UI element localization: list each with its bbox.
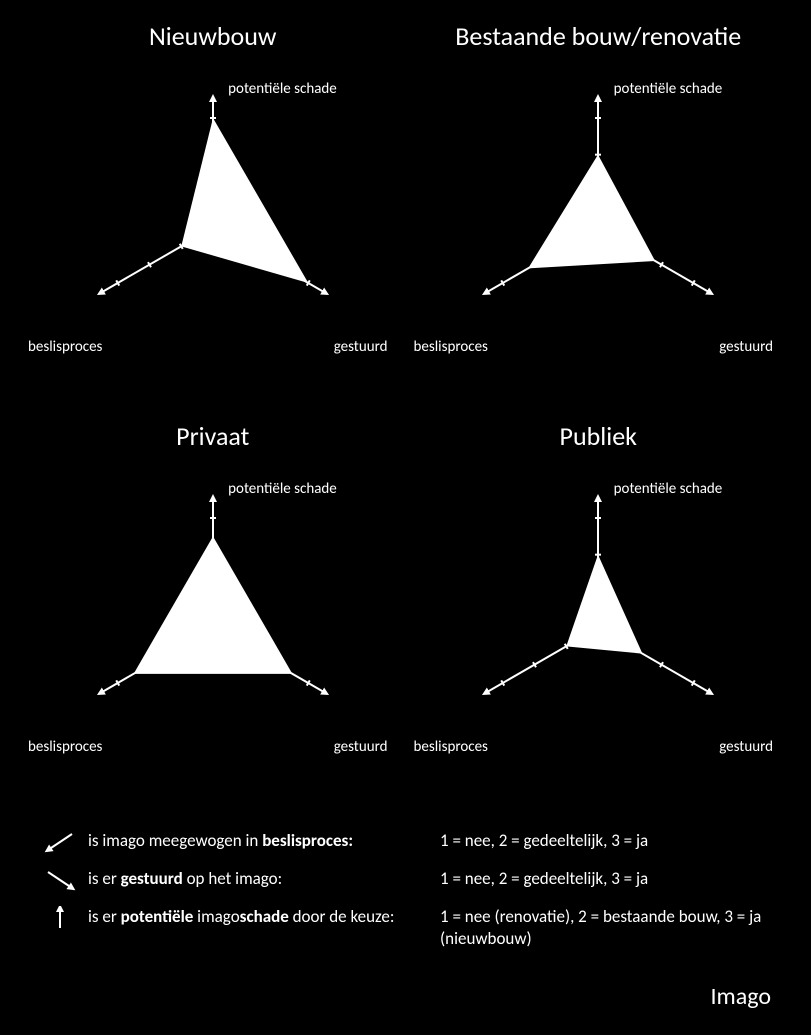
axis-label-left: beslisproces bbox=[28, 738, 102, 756]
axis-label-right: gestuurd bbox=[719, 738, 773, 756]
axis-tick bbox=[116, 680, 119, 685]
chart-wrap: potentiële schade beslisproces gestuurd bbox=[406, 458, 792, 798]
panel-title: Bestaande bouw/renovatie bbox=[406, 20, 792, 52]
panel-title: Publiek bbox=[406, 420, 792, 452]
axis-label-right: gestuurd bbox=[334, 338, 388, 356]
axis-label-right: gestuurd bbox=[334, 738, 388, 756]
legend-row: is er gestuurd op het imago:1 = nee, 2 =… bbox=[40, 868, 771, 892]
axis-label-right: gestuurd bbox=[719, 338, 773, 356]
chart-wrap: potentiële schade beslisproces gestuurd bbox=[20, 58, 406, 398]
axis-label-top: potentiële schade bbox=[614, 480, 723, 498]
legend-scale: 1 = nee, 2 = gedeeltelijk, 3 = ja bbox=[420, 830, 771, 852]
legend-arrow-icon bbox=[40, 868, 80, 892]
axis-tick bbox=[307, 680, 310, 685]
legend-row: is imago meegewogen in beslisproces:1 = … bbox=[40, 830, 771, 854]
axis-label-left: beslisproces bbox=[28, 338, 102, 356]
footer-title: Imago bbox=[710, 982, 771, 1011]
axis-tick bbox=[692, 680, 695, 685]
axis-tick bbox=[148, 262, 151, 267]
panel-grid: Nieuwbouw potentiële schade beslisproces ge… bbox=[0, 0, 811, 820]
axis-label-left: beslisproces bbox=[414, 338, 488, 356]
axis-tick bbox=[660, 662, 663, 667]
legend-row: is er potentiële imagoschade door de keu… bbox=[40, 906, 771, 950]
panel-nieuwbouw: Nieuwbouw potentiële schade beslisproces ge… bbox=[20, 20, 406, 420]
axis-tick bbox=[692, 280, 695, 285]
axis-label-top: potentiële schade bbox=[614, 80, 723, 98]
radar-polygon bbox=[528, 155, 655, 269]
axis-tick bbox=[501, 280, 504, 285]
chart-wrap: potentiële schade beslisproces gestuurd bbox=[20, 458, 406, 798]
legend-arrow-icon bbox=[40, 906, 80, 930]
legend-scale: 1 = nee, 2 = gedeeltelijk, 3 = ja bbox=[420, 868, 771, 890]
axis-label-top: potentiële schade bbox=[228, 80, 337, 98]
axis-tick bbox=[501, 680, 504, 685]
legend-desc: is er potentiële imagoschade door de keu… bbox=[80, 906, 420, 928]
axis-label-left: beslisproces bbox=[414, 738, 488, 756]
chart-wrap: potentiële schade beslisproces gestuurd bbox=[406, 58, 792, 398]
axis-tick bbox=[116, 280, 119, 285]
axis-tick bbox=[307, 280, 310, 285]
axis-tick bbox=[660, 262, 663, 267]
legend-desc: is er gestuurd op het imago: bbox=[80, 868, 420, 890]
axis-label-top: potentiële schade bbox=[228, 480, 337, 498]
panel-publiek: Publiek potentiële schade beslisproces gest… bbox=[406, 420, 792, 820]
panel-title: Privaat bbox=[20, 420, 406, 452]
axis-tick bbox=[533, 662, 536, 667]
panel-title: Nieuwbouw bbox=[20, 20, 406, 52]
legend-arrow-icon bbox=[40, 830, 80, 854]
radar-polygon bbox=[181, 118, 308, 283]
panel-bestaande: Bestaande bouw/renovatie potentiële schad… bbox=[406, 20, 792, 420]
legend-scale: 1 = nee (renovatie), 2 = bestaande bouw,… bbox=[420, 906, 771, 950]
legend-desc: is imago meegewogen in beslisproces: bbox=[80, 830, 420, 852]
legend: is imago meegewogen in beslisproces:1 = … bbox=[0, 820, 811, 950]
panel-privaat: Privaat potentiële schade beslisproces gest… bbox=[20, 420, 406, 820]
